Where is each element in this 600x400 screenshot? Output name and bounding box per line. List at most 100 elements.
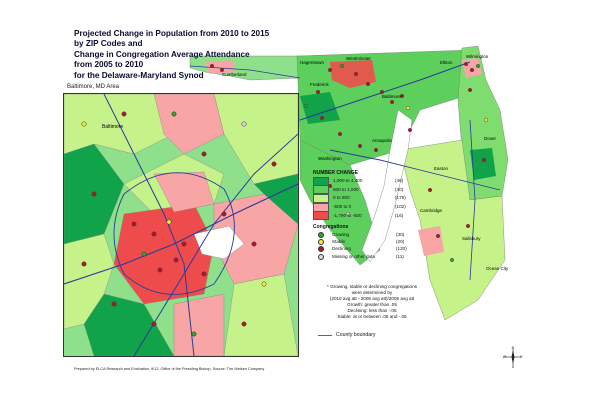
compass-s: S bbox=[512, 365, 515, 368]
legend-range-to-word: to bbox=[345, 178, 350, 184]
decline-patch-shore bbox=[418, 226, 444, 256]
title-line-1: Projected Change in Population from 2010… bbox=[74, 29, 270, 38]
legend-range-to: 500 bbox=[341, 195, 350, 201]
highway-i70 bbox=[189, 65, 301, 79]
congregation-dot-icon bbox=[318, 231, 324, 238]
city-label-cumberland: Cumberland bbox=[222, 72, 247, 77]
title-line-4: from 2005 to 2010 bbox=[74, 60, 144, 70]
city-label-easton: Easton bbox=[434, 166, 449, 171]
legend-range-count: (46) bbox=[395, 178, 404, 184]
county-boundary-key: County boundary bbox=[318, 332, 376, 338]
city-label-cambridge: Cambridge bbox=[420, 208, 443, 213]
highway-us13 bbox=[469, 119, 476, 281]
legend-congregation-count: (120) bbox=[396, 246, 407, 252]
map-title: Projected Change in Population from 2010… bbox=[74, 29, 304, 81]
highway-i95 bbox=[299, 61, 471, 121]
legend-range-row: 0 to 500 (175) bbox=[313, 193, 431, 203]
southern-maryland-region bbox=[299, 139, 381, 266]
city-label-annapolis: Annapolis bbox=[372, 138, 393, 143]
city-label-wilmington: Wilmington bbox=[466, 54, 489, 59]
legend-range-count: (102) bbox=[395, 204, 406, 210]
city-label-ocean-city: Ocean City bbox=[486, 266, 509, 271]
legend-swatch bbox=[313, 211, 329, 221]
legend-range-to: 4,400 bbox=[350, 178, 363, 184]
legend-range-row: -1,790 to -500 (16) bbox=[313, 211, 431, 221]
compass-n: N bbox=[512, 346, 515, 350]
inset-highway-3 bbox=[133, 133, 298, 356]
legend-range-from: -500 bbox=[333, 204, 343, 210]
note-line-3: (2010 avg att - 2005 avg att)/2005 avg a… bbox=[329, 295, 415, 301]
note-line-4: Growth: greater than .05 bbox=[347, 301, 397, 307]
chesapeake-bay bbox=[361, 109, 413, 263]
legend-congregation-count: (30) bbox=[396, 231, 405, 237]
baltimore-inset-map: Baltimore bbox=[63, 93, 299, 357]
legend-congregation-label: Stable bbox=[332, 239, 346, 245]
legend-congregation-label: Missing or other data bbox=[332, 253, 375, 259]
inset-zone-light-sw bbox=[64, 233, 115, 330]
city-label-baltimore: Baltimore bbox=[382, 94, 402, 99]
compass-w: W bbox=[503, 355, 507, 359]
legend-swatch bbox=[313, 202, 329, 212]
legend-swatch bbox=[313, 185, 329, 195]
growth-patch-central bbox=[300, 92, 340, 124]
legend-range-to-word: to bbox=[343, 204, 348, 210]
legend-congregation-row: Stable (20) bbox=[313, 238, 431, 246]
city-label-hagerstown: Hagerstown bbox=[300, 60, 325, 65]
county-boundary-label: County boundary bbox=[336, 332, 376, 338]
legend-range-row: -500 to 0 (102) bbox=[313, 202, 431, 212]
inset-highway-1 bbox=[64, 183, 298, 285]
legend-swatch bbox=[313, 176, 329, 186]
inset-zone-light-se bbox=[223, 273, 298, 356]
note-line-2: were determined by bbox=[351, 289, 393, 295]
compass-icon: N S E W bbox=[503, 346, 523, 368]
note-line-6: Stable: at or between .05 and -.05 bbox=[337, 313, 407, 319]
methodology-note: * Growing, stable or declining congregat… bbox=[307, 284, 437, 319]
inset-highway-2 bbox=[103, 94, 195, 356]
main-map-congregation-dots bbox=[209, 62, 489, 263]
title-line-3: Change in Congregation Average Attendanc… bbox=[74, 49, 250, 59]
growth-patch-dover bbox=[470, 148, 496, 180]
legend-range-from: 500 bbox=[333, 186, 341, 192]
decline-patch-west bbox=[205, 60, 236, 74]
city-label-salisbury: Salisbury bbox=[462, 236, 481, 241]
city-label-dover: Dover bbox=[484, 136, 497, 141]
legend-range-from: 1,000 bbox=[333, 178, 345, 184]
legend-range-from: 0 bbox=[333, 195, 336, 201]
compass-e: E bbox=[520, 355, 523, 359]
title-line-5: for the Delaware-Maryland Synod bbox=[74, 70, 204, 80]
inset-map-svg: Baltimore bbox=[64, 94, 298, 356]
legend-range-row: 500 to 1,000 (40) bbox=[313, 185, 431, 195]
highway-us50 bbox=[329, 149, 501, 191]
legend-range-to: 0 bbox=[348, 204, 352, 210]
footer-credit: Prepared by ELCA Research and Evaluation… bbox=[74, 367, 265, 371]
note-line-5: Declining: less than -.05 bbox=[347, 307, 397, 313]
inset-congregation-dots bbox=[81, 111, 277, 337]
city-label-frederick: Frederick bbox=[310, 82, 330, 87]
legend-congregation-row: Missing or other data (11) bbox=[313, 253, 431, 260]
eastern-shore-region bbox=[399, 139, 506, 321]
congregation-dot-icon bbox=[318, 253, 324, 260]
legend-range-count: (175) bbox=[395, 195, 406, 201]
legend-range-from: -1,790 bbox=[333, 212, 347, 218]
congregation-dot-icon bbox=[318, 239, 324, 246]
inset-label: Baltimore, MD Area bbox=[67, 84, 120, 90]
legend-congregation-row: Growing (30) bbox=[313, 231, 431, 238]
legend-congregation-label: Declining bbox=[332, 246, 351, 252]
legend: NUMBER CHANGE 1,000 to 4,400 (46) 500 to… bbox=[313, 170, 431, 261]
delaware-region bbox=[457, 45, 509, 201]
legend-congregation-count: (20) bbox=[396, 239, 405, 245]
inset-highway-beltway bbox=[113, 172, 235, 295]
legend-range-to: 1,000 bbox=[347, 186, 359, 192]
title-line-2: by ZIP Codes and bbox=[74, 39, 143, 49]
note-line-1: * Growing, stable or declining congregat… bbox=[327, 284, 417, 289]
legend-congregations-title: Congregations bbox=[313, 223, 349, 230]
inset-zone-darkgreen-east bbox=[253, 173, 298, 225]
inset-zone-pink-south bbox=[173, 293, 225, 356]
city-label-washington: Washington bbox=[318, 156, 342, 161]
city-label-westminster: Westminster bbox=[346, 56, 371, 61]
legend-range-count: (16) bbox=[395, 212, 404, 218]
legend-range-to-word: to bbox=[347, 212, 352, 218]
congregation-dot-icon bbox=[318, 246, 324, 253]
legend-swatch bbox=[313, 193, 329, 203]
